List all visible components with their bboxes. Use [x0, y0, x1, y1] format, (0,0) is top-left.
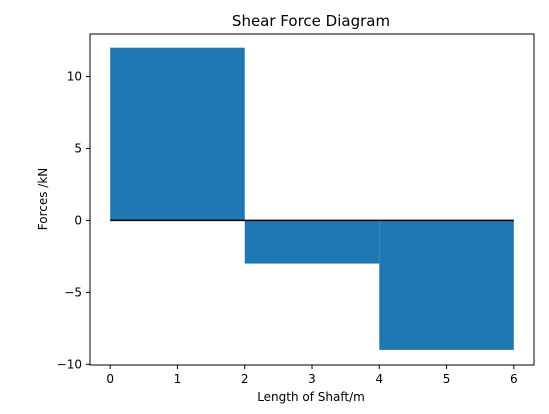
- y-tick-label: 10: [67, 69, 82, 83]
- x-tick-label: 2: [241, 372, 249, 386]
- x-tick-label: 5: [443, 372, 451, 386]
- y-tick-label: −10: [57, 357, 82, 371]
- x-tick-label: 0: [106, 372, 114, 386]
- x-tick-label: 6: [510, 372, 518, 386]
- x-tick-label: 1: [174, 372, 182, 386]
- chart-title: Shear Force Diagram: [232, 12, 390, 30]
- y-tick-label: 0: [74, 213, 82, 227]
- y-tick-label: 5: [74, 141, 82, 155]
- x-axis-label: Length of Shaft/m: [257, 390, 365, 404]
- y-tick-label: −5: [64, 285, 82, 299]
- plot-area: 0 1 2 3 4 5 6 −10 −5 0 5 10: [57, 33, 535, 386]
- shear-segment-2: [244, 220, 380, 264]
- x-tick-label: 4: [375, 372, 383, 386]
- shear-segment-3: [379, 220, 514, 350]
- shear-segment-1: [110, 47, 245, 221]
- x-tick-label: 3: [308, 372, 316, 386]
- y-axis-label: Forces /kN: [36, 168, 50, 231]
